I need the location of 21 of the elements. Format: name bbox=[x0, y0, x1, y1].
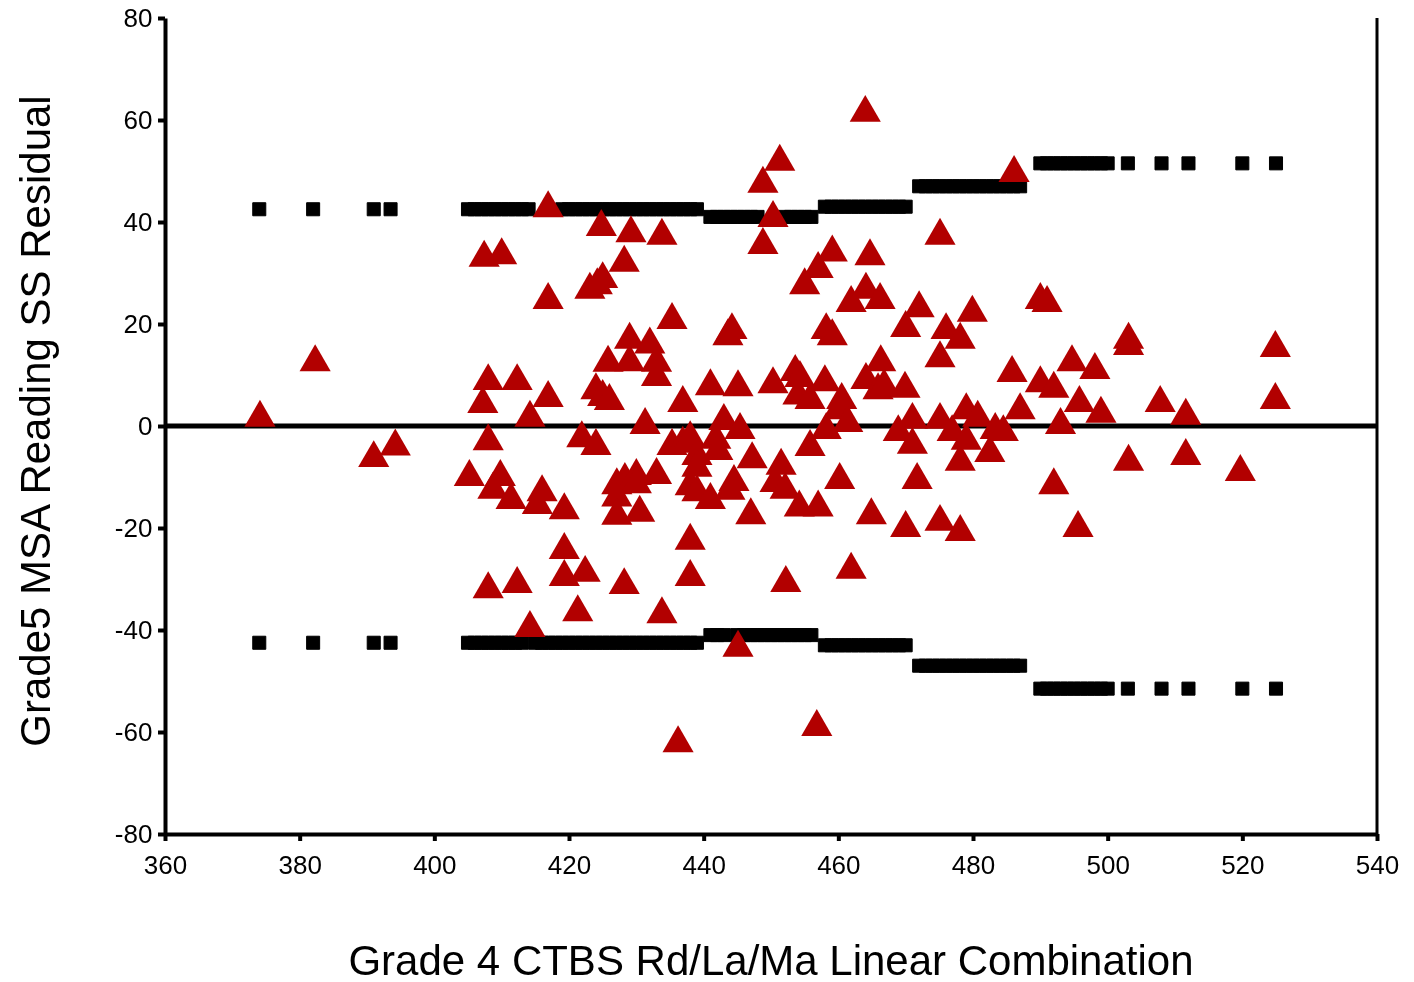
y-axis-title: Grade5 MSA Reading SS Residual bbox=[12, 95, 59, 747]
x-tick-label: 360 bbox=[143, 849, 188, 880]
y-tick-label: 0 bbox=[137, 410, 153, 441]
x-tick-label: 540 bbox=[1355, 849, 1400, 880]
y-tick-label: 60 bbox=[123, 104, 153, 135]
x-tick-label: 480 bbox=[951, 849, 996, 880]
x-tick-label: 460 bbox=[817, 849, 861, 880]
x-tick-label: 380 bbox=[278, 849, 322, 880]
y-tick-label: -20 bbox=[114, 512, 153, 543]
x-axis-title: Grade 4 CTBS Rd/La/Ma Linear Combination bbox=[348, 937, 1194, 982]
x-tick-label: 520 bbox=[1221, 849, 1265, 880]
y-tick-label: 20 bbox=[123, 308, 153, 339]
x-tick-label: 420 bbox=[547, 849, 592, 880]
x-tick-label: 400 bbox=[413, 849, 457, 880]
x-tick-label: 500 bbox=[1086, 849, 1130, 880]
y-tick-label: 80 bbox=[123, 2, 153, 33]
x-tick-label: 440 bbox=[682, 849, 726, 880]
y-tick-label: -40 bbox=[114, 614, 153, 645]
y-tick-label: -60 bbox=[114, 716, 153, 747]
y-tick-label: 40 bbox=[123, 206, 153, 237]
y-tick-label: -80 bbox=[114, 818, 153, 849]
